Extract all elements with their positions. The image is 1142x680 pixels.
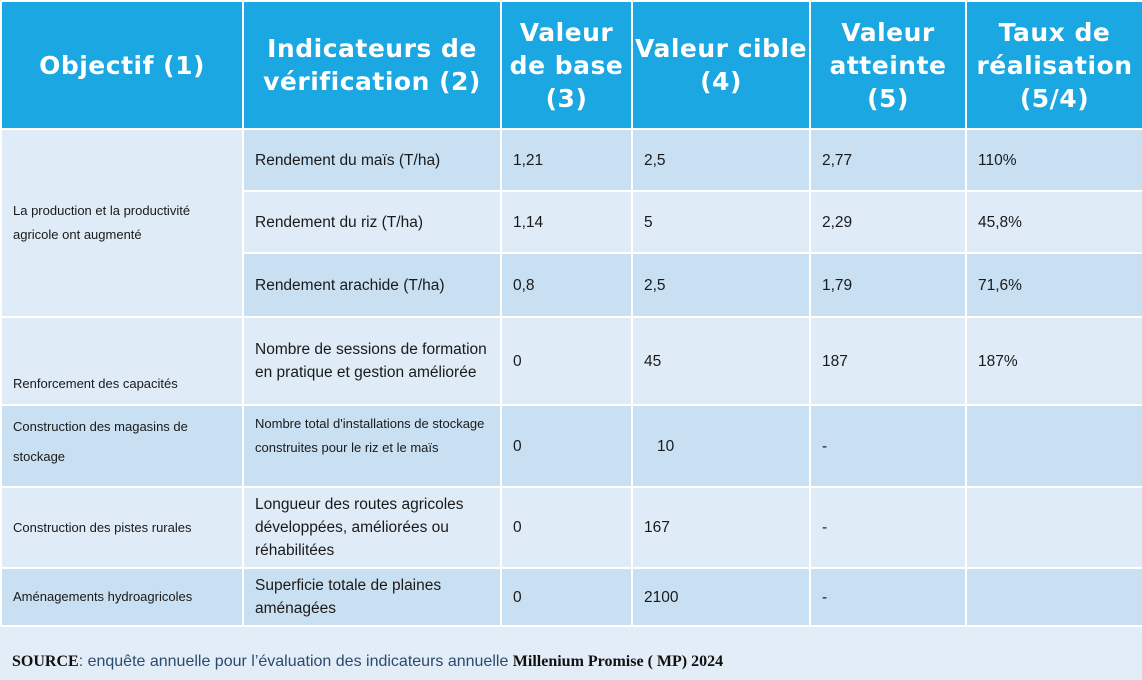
base-cell: 1,21 [500,128,633,192]
achieved-cell: - [809,486,967,569]
source-note: SOURCE: enquête annuelle pour l’évaluati… [12,653,723,671]
target-cell: 2,5 [631,252,811,318]
header-achievement-rate: Taux de réalisation (5/4) [965,0,1142,130]
rate-cell [965,486,1142,569]
base-cell: 0,8 [500,252,633,318]
source-organization: Millenium Promise ( MP) 2024 [512,653,724,670]
base-cell: 1,14 [500,190,633,254]
target-cell: 10 [631,404,811,488]
indicators-table: Objectif (1) Indicateurs de vérification… [0,0,1142,627]
target-cell: 2100 [631,567,811,627]
base-cell: 0 [500,404,633,488]
table-row: Construction des pistes rurales Longueur… [0,486,1142,569]
indicator-cell: Longueur des routes agricoles développée… [242,486,502,569]
achieved-cell: 2,29 [809,190,967,254]
target-cell: 167 [631,486,811,569]
base-cell: 0 [500,567,633,627]
rate-cell [965,567,1142,627]
indicator-cell: Nombre total d'installations de stockage… [242,404,502,488]
table-row: Renforcement des capacités Nombre de ses… [0,316,1142,406]
table-row: Rendement du riz (T/ha) 1,14 5 2,29 45,8… [1,190,1142,254]
indicator-cell: Superficie totale de plaines aménagées [242,567,502,627]
achieved-cell: - [809,567,967,627]
indicator-cell: Rendement arachide (T/ha) [242,252,502,318]
objective-cell: Construction des pistes rurales [0,486,244,569]
source-text: : enquête annuelle pour l’évaluation des… [78,653,513,670]
header-objective: Objectif (1) [0,0,244,130]
table-row: Construction des magasins de stockage No… [0,404,1142,488]
objective-cell: La production et la productivité agricol… [0,128,244,318]
achieved-cell: 187 [809,316,967,406]
rate-cell [965,404,1142,488]
header-target-value: Valeur cible (4) [631,0,811,130]
objective-cell: Construction des magasins de stockage [0,404,244,488]
base-cell: 0 [500,486,633,569]
base-cell: 0 [500,316,633,406]
indicator-cell: Rendement du maïs (T/ha) [242,128,502,192]
indicator-cell: Rendement du riz (T/ha) [242,190,502,254]
table-row: La production et la productivité agricol… [0,128,1142,318]
achieved-cell: 1,79 [809,252,967,318]
rate-cell: 71,6% [965,252,1142,318]
rate-cell: 187% [965,316,1142,406]
rate-cell: 45,8% [965,190,1142,254]
rate-cell: 110% [965,128,1142,192]
achieved-cell: 2,77 [809,128,967,192]
target-cell: 5 [631,190,811,254]
table-row: Rendement arachide (T/ha) 0,8 2,5 1,79 7… [1,252,1142,318]
indicator-cell: Nombre de sessions de formation en prati… [242,316,502,406]
header-indicators: Indicateurs de vérification (2) [242,0,502,130]
objective-cell: Renforcement des capacités [0,316,244,406]
table-header-row: Objectif (1) Indicateurs de vérification… [0,0,1142,130]
header-achieved-value: Valeur atteinte (5) [809,0,967,130]
target-cell: 2,5 [631,128,811,192]
target-cell: 45 [631,316,811,406]
objective-cell: Aménagements hydroagricoles [0,567,244,627]
table-row: Aménagements hydroagricoles Superficie t… [0,567,1142,627]
achieved-cell: - [809,404,967,488]
header-base-value: Valeur de base (3) [500,0,633,130]
source-label: SOURCE [12,653,79,670]
